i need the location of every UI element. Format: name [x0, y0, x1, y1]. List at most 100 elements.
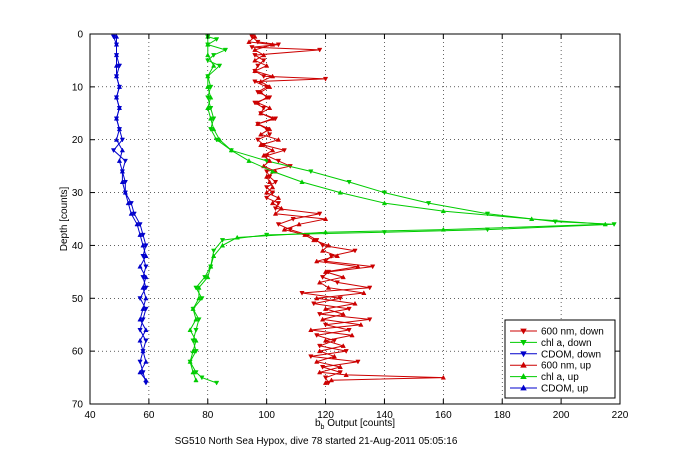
data-point [137, 232, 143, 237]
data-point [370, 264, 376, 270]
legend-label: CDOM, down [541, 349, 601, 360]
data-point [337, 364, 343, 370]
series-chl-a-down [187, 34, 617, 386]
data-point [110, 148, 117, 154]
data-point [143, 377, 149, 383]
x-tick-label: 200 [553, 410, 570, 421]
data-point [317, 47, 323, 53]
legend-marker [520, 361, 527, 368]
data-point [213, 37, 220, 43]
data-point [143, 306, 149, 312]
data-point [275, 222, 282, 228]
data-point [334, 253, 340, 259]
data-point [202, 275, 208, 280]
data-point [211, 53, 217, 58]
data-point [205, 95, 211, 101]
data-point [140, 232, 146, 238]
data-point [358, 321, 364, 327]
data-point [140, 242, 146, 248]
data-point [137, 316, 143, 322]
data-point [143, 274, 149, 280]
data-point [255, 121, 261, 126]
data-point [113, 52, 120, 58]
series-line [115, 36, 147, 381]
data-point [116, 84, 123, 89]
legend-marker [520, 339, 527, 346]
data-point [264, 62, 270, 68]
data-point [275, 136, 282, 142]
y-tick-label: 30 [72, 188, 84, 199]
data-point [116, 105, 123, 111]
data-point [208, 94, 214, 100]
data-point [440, 374, 446, 380]
data-point [484, 211, 491, 217]
chart-caption: SG510 North Sea Hypox, dive 78 started 2… [175, 436, 458, 447]
data-point [131, 211, 137, 217]
data-point [211, 116, 217, 122]
data-point [272, 210, 279, 216]
data-point [322, 375, 329, 381]
data-point [290, 216, 296, 222]
x-tick-label: 120 [317, 410, 334, 421]
data-point [143, 243, 149, 249]
data-point [140, 306, 146, 311]
data-point [190, 306, 196, 311]
data-point [440, 208, 446, 214]
data-point [213, 137, 220, 143]
legend-label: 600 nm, up [541, 361, 591, 372]
data-point [602, 221, 608, 227]
data-point [319, 275, 326, 280]
data-point [272, 179, 279, 185]
data-point [246, 158, 252, 163]
data-point [199, 375, 205, 381]
data-point [296, 221, 302, 227]
data-point [325, 242, 332, 248]
data-point [264, 158, 270, 164]
data-point [299, 179, 305, 185]
data-point [611, 222, 617, 228]
data-point [275, 42, 282, 48]
y-tick-label: 60 [72, 347, 84, 358]
series-chl-a-up [187, 33, 608, 383]
data-point [125, 200, 131, 206]
data-point [137, 263, 143, 269]
data-point [352, 248, 358, 254]
data-point [317, 211, 323, 217]
data-point [322, 76, 329, 82]
data-point [340, 274, 346, 280]
data-point [140, 253, 146, 259]
x-axis-label: bb Output [counts] [315, 418, 395, 431]
data-point [190, 338, 196, 344]
y-tick-label: 50 [72, 294, 84, 305]
data-point [143, 327, 149, 333]
data-point [325, 284, 332, 290]
data-point [187, 327, 193, 333]
data-point [140, 348, 146, 354]
data-point [355, 263, 361, 269]
data-point [116, 63, 123, 69]
data-point [211, 62, 217, 68]
data-point [381, 200, 388, 206]
data-point [213, 380, 220, 386]
data-point [187, 358, 193, 364]
data-point [258, 131, 264, 137]
data-point [349, 332, 355, 338]
data-point [119, 179, 126, 185]
data-point [222, 47, 229, 53]
data-point [193, 377, 199, 383]
data-point [137, 327, 143, 333]
data-point [122, 179, 128, 185]
data-point [340, 311, 346, 317]
data-point [258, 110, 264, 116]
data-point [252, 100, 258, 106]
data-point [317, 343, 323, 349]
data-point [140, 275, 146, 280]
legend-label: CDOM, up [541, 384, 589, 395]
data-point [269, 190, 276, 196]
legend-label: 600 nm, down [541, 327, 604, 338]
data-point [266, 158, 273, 163]
data-point [275, 158, 282, 164]
data-point [308, 327, 314, 333]
data-point [269, 147, 276, 153]
